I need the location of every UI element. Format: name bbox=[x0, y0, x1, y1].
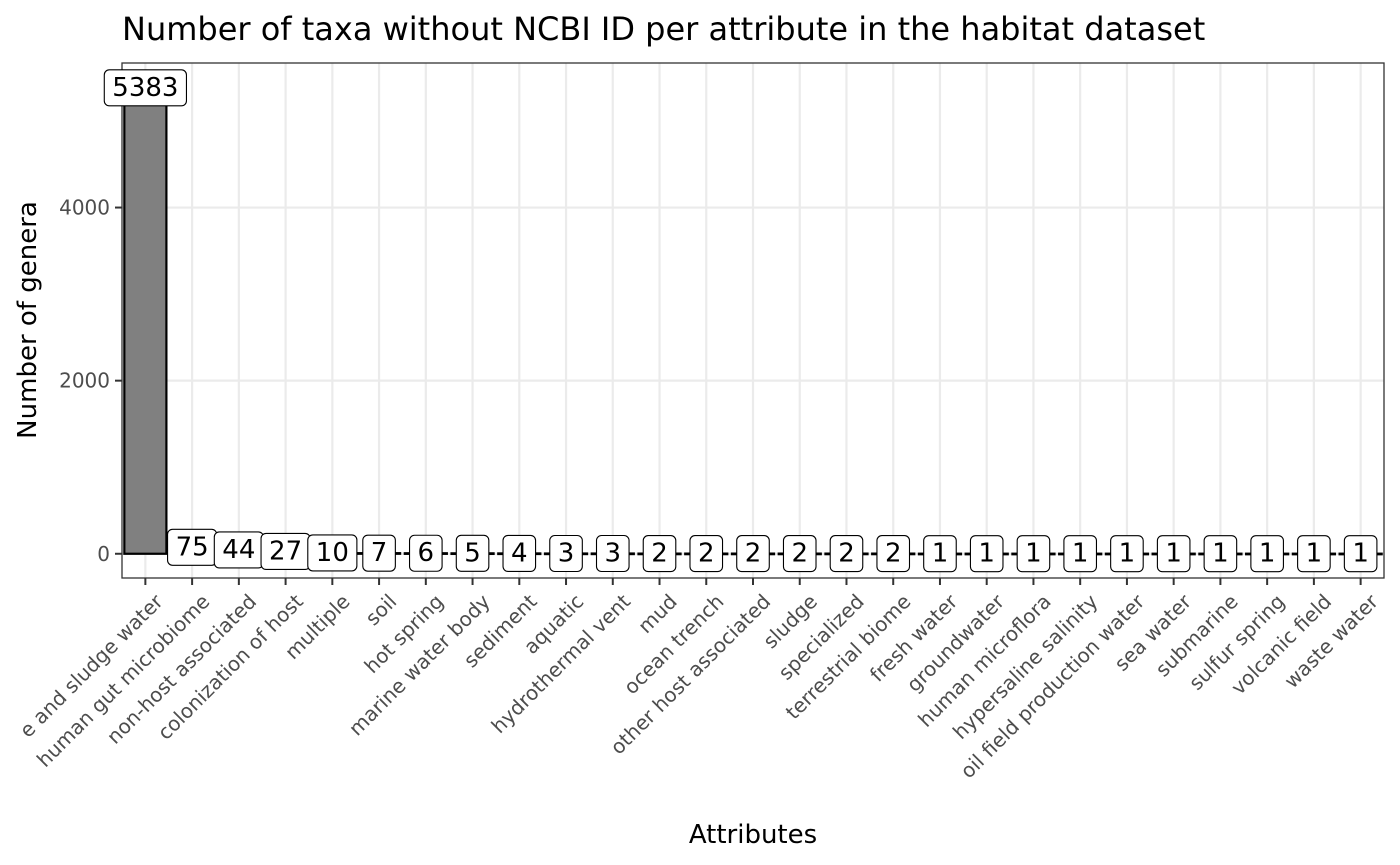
data-label-box bbox=[923, 535, 957, 573]
data-label: 1 bbox=[923, 535, 957, 573]
data-label-box bbox=[362, 534, 396, 572]
data-label-box bbox=[1110, 535, 1144, 573]
data-label-box bbox=[455, 534, 490, 572]
data-label-box bbox=[103, 69, 188, 107]
data-label: 3 bbox=[549, 534, 583, 573]
data-label: 1 bbox=[1016, 535, 1051, 573]
data-label-box bbox=[502, 534, 537, 572]
data-label: 2 bbox=[782, 535, 817, 573]
data-label-text: 1 bbox=[1025, 539, 1042, 569]
data-label-text: 1 bbox=[1212, 539, 1229, 569]
data-label: 1 bbox=[1343, 535, 1378, 573]
data-label-text: 3 bbox=[558, 539, 575, 569]
grid bbox=[122, 63, 1384, 578]
data-label: 6 bbox=[408, 534, 443, 572]
data-label-box bbox=[969, 535, 1004, 573]
data-label-box bbox=[1297, 535, 1331, 573]
data-label-text: 1 bbox=[1306, 539, 1323, 569]
data-label-text: 4 bbox=[511, 538, 528, 568]
data-label-box bbox=[736, 535, 770, 573]
data-label: 5383 bbox=[103, 69, 188, 107]
data-label-text: 1 bbox=[1259, 539, 1276, 569]
data-label: 1 bbox=[1203, 535, 1238, 573]
data-label-text: 5383 bbox=[112, 73, 178, 103]
data-label-box bbox=[1156, 535, 1191, 573]
data-label-text: 10 bbox=[316, 538, 349, 568]
data-label: 75 bbox=[167, 528, 218, 566]
data-label-box bbox=[307, 534, 358, 572]
data-label-box bbox=[782, 535, 817, 573]
data-label: 5 bbox=[455, 534, 490, 572]
data-label: 2 bbox=[829, 535, 864, 573]
data-label-text: 1 bbox=[1352, 539, 1369, 569]
data-label-text: 1 bbox=[1072, 539, 1089, 569]
data-label-text: 3 bbox=[605, 539, 622, 569]
data-label-box bbox=[1063, 535, 1098, 573]
data-label: 2 bbox=[876, 535, 911, 573]
y-tick-label: 0 bbox=[97, 542, 110, 566]
data-label: 1 bbox=[1250, 535, 1284, 573]
data-label-text: 1 bbox=[1119, 539, 1136, 569]
data-label-text: 1 bbox=[978, 539, 995, 569]
data-label-text: 44 bbox=[222, 535, 255, 565]
data-label-box bbox=[595, 534, 630, 573]
data-label-text: 2 bbox=[885, 539, 902, 569]
chart-title: Number of taxa without NCBI ID per attri… bbox=[122, 10, 1205, 48]
data-label-text: 75 bbox=[176, 532, 209, 562]
data-label: 1 bbox=[1156, 535, 1191, 573]
y-tick-label: 2000 bbox=[59, 369, 110, 393]
data-label-box bbox=[1016, 535, 1051, 573]
data-label-box bbox=[642, 535, 677, 573]
data-label-box bbox=[829, 535, 864, 573]
data-label-text: 1 bbox=[932, 539, 949, 569]
data-label: 44 bbox=[213, 531, 264, 569]
data-label: 2 bbox=[642, 535, 677, 573]
data-label-box bbox=[876, 535, 911, 573]
data-label-text: 2 bbox=[651, 539, 668, 569]
data-label-text: 5 bbox=[464, 538, 481, 568]
data-label: 1 bbox=[1063, 535, 1098, 573]
data-label-text: 2 bbox=[698, 539, 715, 569]
bar bbox=[123, 86, 168, 555]
y-axis: 0 2000 4000 bbox=[59, 196, 122, 566]
data-label: 2 bbox=[689, 535, 724, 573]
data-label: 3 bbox=[595, 534, 630, 573]
data-label-text: 2 bbox=[791, 539, 808, 569]
data-label: 2 bbox=[736, 535, 770, 573]
data-label-box bbox=[1203, 535, 1238, 573]
data-label: 7 bbox=[362, 534, 396, 572]
y-tick-label: 4000 bbox=[59, 196, 110, 220]
data-label: 10 bbox=[307, 534, 358, 572]
data-label-box bbox=[1343, 535, 1378, 573]
data-label: 1 bbox=[1110, 535, 1144, 573]
data-label: 4 bbox=[502, 534, 537, 572]
data-label-text: 2 bbox=[745, 539, 762, 569]
data-label-text: 2 bbox=[838, 539, 855, 569]
data-label-text: 6 bbox=[418, 538, 435, 568]
data-label-box bbox=[1250, 535, 1284, 573]
data-label: 1 bbox=[969, 535, 1004, 573]
data-label-box bbox=[549, 534, 583, 573]
data-label-box bbox=[408, 534, 443, 572]
data-label: 1 bbox=[1297, 535, 1331, 573]
y-axis-title: Number of genera bbox=[13, 201, 43, 439]
data-label-text: 7 bbox=[371, 538, 388, 568]
data-label-text: 1 bbox=[1165, 539, 1182, 569]
data-label-box bbox=[689, 535, 724, 573]
data-label: 27 bbox=[260, 532, 311, 570]
data-label-text: 27 bbox=[269, 536, 302, 566]
x-axis-title: Attributes bbox=[689, 820, 817, 850]
